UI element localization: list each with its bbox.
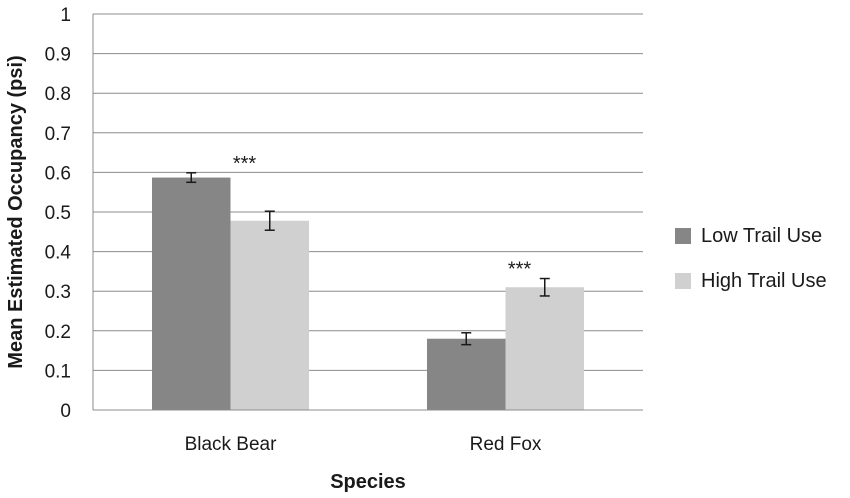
bar xyxy=(505,287,585,410)
y-tick-label: 0.4 xyxy=(45,243,72,264)
bar xyxy=(426,338,506,410)
y-tick-label: 1 xyxy=(60,5,71,26)
y-tick-label: 0.6 xyxy=(45,163,71,184)
x-axis-ticks: Black Bear Red Fox xyxy=(185,434,542,455)
bars xyxy=(151,177,585,410)
y-tick-label: 0 xyxy=(60,401,71,422)
y-tick-label: 0.2 xyxy=(45,322,71,343)
y-tick-label: 0.9 xyxy=(45,45,71,66)
legend-label: Low Trail Use xyxy=(701,225,822,247)
y-axis-title: Mean Estimated Occupancy (psi) xyxy=(5,55,27,368)
x-axis-title: Species xyxy=(330,471,406,493)
x-tick-label: Red Fox xyxy=(470,434,542,455)
error-bars xyxy=(186,172,550,346)
x-tick-label: Black Bear xyxy=(185,434,278,455)
legend-swatch xyxy=(675,228,691,244)
y-tick-label: 0.5 xyxy=(45,203,71,224)
significance-marker: *** xyxy=(233,153,257,175)
y-tick-label: 0.3 xyxy=(45,282,71,303)
significance-annotations: *** *** xyxy=(233,153,532,281)
legend-label: High Trail Use xyxy=(701,270,827,292)
y-tick-label: 0.7 xyxy=(45,124,71,145)
significance-marker: *** xyxy=(508,259,532,281)
legend: Low Trail Use High Trail Use xyxy=(675,225,827,292)
y-tick-label: 0.8 xyxy=(45,84,71,105)
bar xyxy=(151,177,231,410)
y-tick-label: 0.1 xyxy=(45,361,71,382)
legend-swatch xyxy=(675,273,691,289)
y-axis-ticks: 0 0.1 0.2 0.3 0.4 0.5 0.6 0.7 0.8 0.9 1 xyxy=(45,5,72,422)
bar xyxy=(230,220,310,410)
